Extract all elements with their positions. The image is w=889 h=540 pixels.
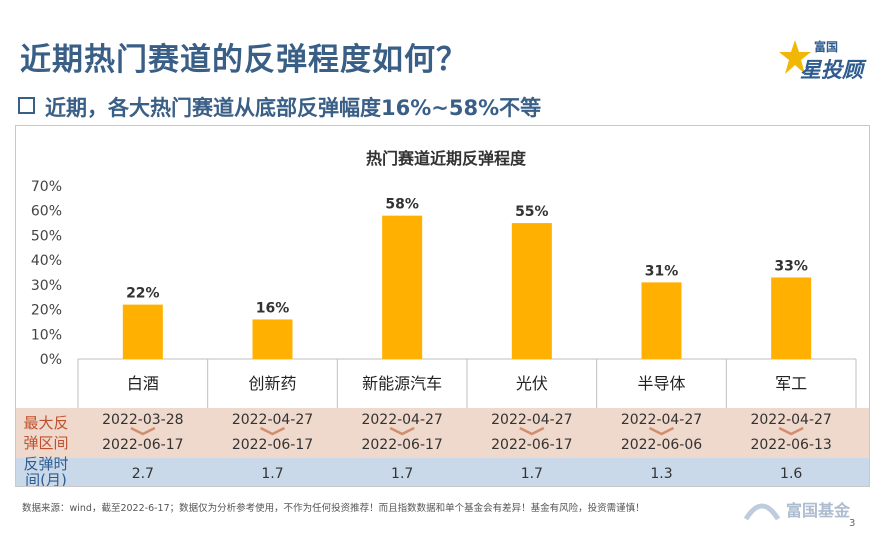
range-start-date: 2022-04-27 [361, 412, 442, 428]
duration-value: 1.6 [780, 466, 802, 482]
duration-value: 2.7 [132, 466, 154, 482]
logo-top-text: 富国 [814, 40, 839, 54]
bar-value-label: 58% [385, 197, 419, 213]
bar [382, 215, 423, 359]
y-tick-label: 60% [31, 204, 62, 220]
bar [771, 277, 812, 359]
bar [252, 319, 293, 359]
subtitle-text: 近期，各大热门赛道从底部反弹幅度16%~58%不等 [45, 96, 542, 120]
y-tick-label: 10% [31, 327, 62, 343]
chevron-down-icon [648, 426, 675, 436]
subtitle: 近期，各大热门赛道从底部反弹幅度16%~58%不等 [18, 92, 541, 120]
y-tick-label: 50% [31, 228, 62, 244]
chevron-down-icon [130, 426, 156, 436]
y-tick-label: 30% [31, 278, 62, 294]
bar-value-label: 31% [645, 263, 679, 279]
category-label: 军工 [775, 374, 807, 393]
duration-value: 1.3 [650, 466, 672, 482]
y-tick-label: 0% [40, 352, 62, 368]
square-bullet-icon [18, 96, 35, 114]
footnote: 数据来源：wind，截至2022-6-17；数据仅为分析参考使用，不作为任何投资… [22, 503, 645, 514]
bar [122, 304, 163, 359]
watermark: 富国基金 [742, 491, 866, 525]
category-label: 新能源汽车 [362, 374, 442, 393]
duration-value: 1.7 [391, 466, 413, 482]
category-label: 白酒 [127, 374, 159, 393]
category-label: 光伏 [516, 374, 548, 393]
range-row-label-line2: 弹区间 [23, 434, 68, 452]
bar-chart: 热门赛道近期反弹程度 0% 10% 20% 30% 40% 50% 60% 70% 22% 白酒 20… [16, 149, 869, 486]
y-tick-label: 40% [31, 253, 62, 269]
range-row-background [16, 408, 869, 458]
duration-value: 1.7 [261, 466, 283, 482]
slide-title: 近期热门赛道的反弹程度如何？ [20, 42, 468, 78]
bar-value-label: 22% [126, 286, 160, 302]
range-row-label-line1: 最大反 [23, 414, 68, 432]
duration-row-label-line1: 反弹时 [23, 455, 68, 473]
bar [511, 223, 552, 359]
bar [641, 282, 682, 359]
category-label: 创新药 [248, 374, 296, 393]
range-start-date: 2022-04-27 [621, 412, 702, 428]
chart-frame: 热门赛道近期反弹程度 0% 10% 20% 30% 40% 50% 60% 70% 22% 白酒 20… [15, 125, 870, 487]
chevron-down-icon [389, 426, 415, 436]
duration-value: 1.7 [521, 466, 543, 482]
logo-main-text: 星投顾 [800, 58, 863, 82]
chevron-down-icon [519, 426, 545, 436]
bar-value-label: 33% [774, 258, 808, 274]
y-tick-label: 70% [31, 179, 62, 195]
chart-title: 热门赛道近期反弹程度 [366, 149, 527, 168]
watermark-text: 富国基金 [786, 501, 851, 520]
duration-row-label-line2: 间(月) [25, 471, 67, 486]
bar-value-label: 55% [515, 204, 549, 220]
star-icon [779, 40, 811, 74]
range-end-date: 2022-06-17 [361, 437, 442, 453]
company-logo: 富国 星投顾 [778, 34, 870, 84]
chevron-down-icon [259, 426, 286, 436]
range-end-date: 2022-06-13 [750, 437, 831, 453]
range-start-date: 2022-04-27 [750, 412, 831, 428]
bar-value-label: 16% [256, 300, 290, 316]
category-label: 半导体 [637, 374, 685, 393]
range-start-date: 2022-03-28 [102, 412, 183, 428]
range-end-date: 2022-06-17 [102, 437, 183, 453]
watermark-logo-icon [743, 503, 781, 521]
chevron-down-icon [778, 426, 804, 436]
range-start-date: 2022-04-27 [232, 412, 313, 428]
duration-row-background [16, 458, 869, 486]
range-end-date: 2022-06-06 [621, 437, 702, 453]
y-tick-label: 20% [31, 303, 62, 319]
range-end-date: 2022-06-17 [491, 437, 572, 453]
range-end-date: 2022-06-17 [232, 437, 313, 453]
range-start-date: 2022-04-27 [491, 412, 572, 428]
page-number: 3 [849, 518, 856, 529]
